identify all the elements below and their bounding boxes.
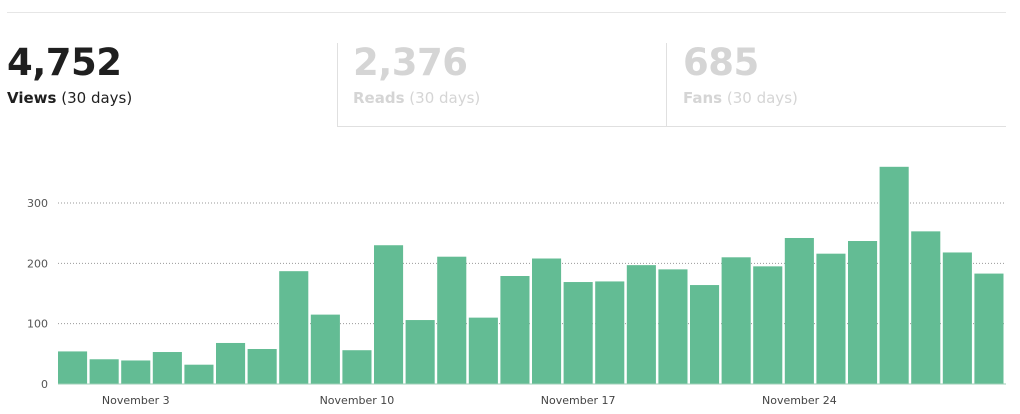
bar — [911, 231, 941, 384]
bar — [216, 342, 246, 384]
bar — [468, 317, 498, 384]
x-tick-label: November 17 — [541, 394, 616, 407]
stat-fans-tab[interactable]: 685 Fans (30 days) — [666, 43, 1006, 127]
bar — [58, 351, 88, 384]
y-tick-label: 200 — [27, 257, 48, 270]
y-tick-label: 0 — [41, 378, 48, 391]
bar — [753, 266, 783, 384]
bar — [342, 350, 372, 384]
bar — [532, 258, 562, 384]
bar — [184, 364, 214, 384]
bar — [279, 271, 309, 384]
x-tick-label: November 10 — [320, 394, 395, 407]
bar — [690, 285, 720, 384]
bar — [784, 237, 814, 384]
y-tick-label: 300 — [27, 197, 48, 210]
views-value: 4,752 — [7, 41, 122, 84]
x-tick-label: November 3 — [102, 394, 170, 407]
bar — [310, 314, 340, 384]
bar — [595, 281, 625, 384]
views-label: Views (30 days) — [7, 89, 337, 107]
views-bar-chart: 0 100 200 300 November 3 November 10 November … — [27, 166, 1006, 407]
bar — [89, 359, 119, 384]
reads-name: Reads — [353, 89, 405, 107]
views-name: Views — [7, 89, 57, 107]
fans-label: Fans (30 days) — [683, 89, 1006, 107]
fans-value: 685 — [683, 41, 759, 84]
bar — [848, 241, 878, 384]
bar — [658, 269, 688, 384]
stat-views-tab[interactable]: 4,752 Views (30 days) — [7, 43, 337, 127]
bar — [500, 276, 530, 384]
bar — [563, 282, 593, 384]
bar — [721, 257, 751, 384]
bar — [974, 273, 1004, 384]
bar — [437, 256, 467, 384]
stat-reads-tab[interactable]: 2,376 Reads (30 days) — [337, 43, 667, 127]
top-divider — [7, 12, 1006, 13]
bar — [374, 245, 404, 384]
bar — [942, 252, 972, 384]
bar — [152, 352, 182, 384]
bar — [816, 253, 846, 384]
reads-value: 2,376 — [353, 41, 468, 84]
bar — [405, 320, 435, 384]
bar — [626, 265, 656, 384]
reads-period: (30 days) — [409, 89, 481, 107]
bar — [247, 349, 277, 384]
reads-label: Reads (30 days) — [353, 89, 667, 107]
x-tick-label: November 24 — [762, 394, 837, 407]
bar — [879, 166, 909, 384]
fans-name: Fans — [683, 89, 723, 107]
fans-period: (30 days) — [726, 89, 798, 107]
bar — [121, 360, 151, 384]
y-tick-label: 100 — [27, 318, 48, 331]
views-period: (30 days) — [61, 89, 133, 107]
